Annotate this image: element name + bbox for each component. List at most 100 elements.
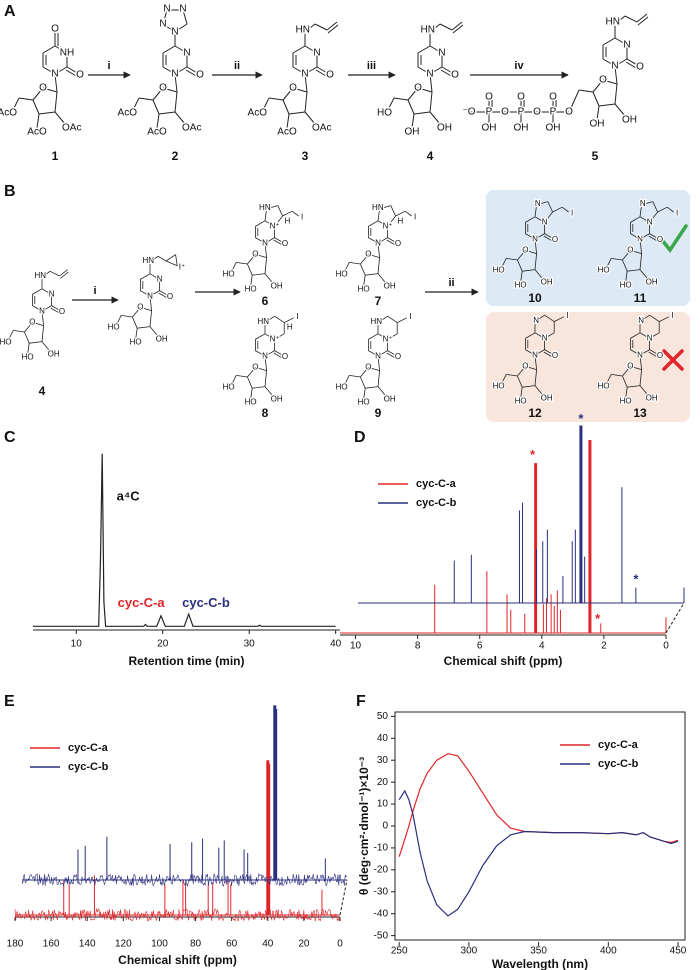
atom-label: OAc xyxy=(182,123,201,134)
bond xyxy=(630,250,642,254)
bond xyxy=(639,332,650,339)
bond xyxy=(231,262,237,273)
bond xyxy=(255,254,267,258)
bond xyxy=(59,269,68,277)
atom-label: N xyxy=(640,199,646,208)
bond xyxy=(252,386,266,389)
bond xyxy=(596,105,600,121)
bond xyxy=(649,332,660,339)
bond xyxy=(42,87,58,93)
bond xyxy=(522,385,536,388)
atom-label: N xyxy=(49,290,55,299)
bond xyxy=(377,315,388,323)
atom-label: O xyxy=(485,92,493,103)
bond xyxy=(158,292,168,299)
bond xyxy=(636,13,648,23)
bond xyxy=(344,375,350,386)
atom-label: N xyxy=(533,316,539,325)
reagent-label: iv xyxy=(514,60,524,72)
x-tick-label: 120 xyxy=(115,939,132,950)
atom-label: AcO xyxy=(27,127,47,138)
bond xyxy=(121,315,133,318)
bond xyxy=(304,111,316,125)
bond xyxy=(138,97,154,101)
bond xyxy=(417,66,431,75)
bond xyxy=(304,73,308,93)
atom-label: N xyxy=(542,334,548,343)
atom-label: N xyxy=(171,27,178,38)
bond xyxy=(614,103,626,117)
atom-label: N xyxy=(638,316,644,325)
bond xyxy=(264,370,267,387)
bond xyxy=(534,385,544,396)
bond xyxy=(534,253,537,270)
bond xyxy=(162,9,168,25)
bond xyxy=(411,113,415,129)
bond xyxy=(42,66,56,75)
bond xyxy=(42,45,56,54)
bond xyxy=(397,317,407,323)
bond xyxy=(368,333,379,340)
atom-label: HO xyxy=(336,270,348,279)
bond xyxy=(534,349,545,356)
bond xyxy=(41,325,44,342)
bond xyxy=(36,113,40,129)
bond xyxy=(41,305,52,312)
atom-label: O xyxy=(76,70,84,81)
x-tick-label: 80 xyxy=(190,939,202,950)
bond xyxy=(534,239,537,254)
bond xyxy=(429,111,441,125)
bond xyxy=(264,315,275,323)
cross-mark xyxy=(662,349,684,371)
atom-label: N xyxy=(163,4,170,15)
x-tick-label: 20 xyxy=(298,939,310,950)
bond xyxy=(66,66,80,75)
bond xyxy=(387,237,398,244)
atom-label: HO xyxy=(493,266,505,275)
atom-label: HO xyxy=(0,338,12,347)
bond xyxy=(544,349,555,356)
bond xyxy=(544,314,555,322)
bond xyxy=(250,275,253,287)
bond xyxy=(404,210,412,217)
bond xyxy=(625,387,628,399)
reagent-label: i xyxy=(93,285,96,297)
atom-label: N xyxy=(183,48,190,59)
compound-number: 3 xyxy=(302,149,309,163)
bond xyxy=(264,386,274,397)
x-tick-label: 160 xyxy=(43,939,60,950)
bond xyxy=(231,375,237,386)
atom-label: O xyxy=(552,235,558,244)
bond xyxy=(543,235,553,242)
bond xyxy=(525,216,536,223)
atom-label: OH xyxy=(646,278,658,287)
bond xyxy=(8,330,14,341)
atom-label: O xyxy=(252,250,258,259)
bond xyxy=(304,45,318,54)
bond xyxy=(292,87,308,93)
atom-label: AcO xyxy=(277,127,297,138)
atom-label: OH xyxy=(437,123,452,134)
bond xyxy=(377,273,387,284)
bond xyxy=(262,97,270,111)
y-tick-label: 50 xyxy=(377,711,389,722)
bond xyxy=(606,258,612,269)
atom-label: O xyxy=(549,92,557,103)
bond xyxy=(544,211,553,223)
x-tick-label: 0 xyxy=(663,641,669,652)
bond xyxy=(379,205,391,210)
atom-label: OH xyxy=(541,394,553,403)
bond xyxy=(250,388,253,400)
bond xyxy=(377,220,388,227)
bond xyxy=(363,275,366,287)
bond xyxy=(316,66,330,75)
bond xyxy=(630,332,641,339)
panel-label: A xyxy=(4,3,16,20)
bond xyxy=(315,69,328,77)
bond xyxy=(627,269,641,272)
bond xyxy=(247,367,256,378)
